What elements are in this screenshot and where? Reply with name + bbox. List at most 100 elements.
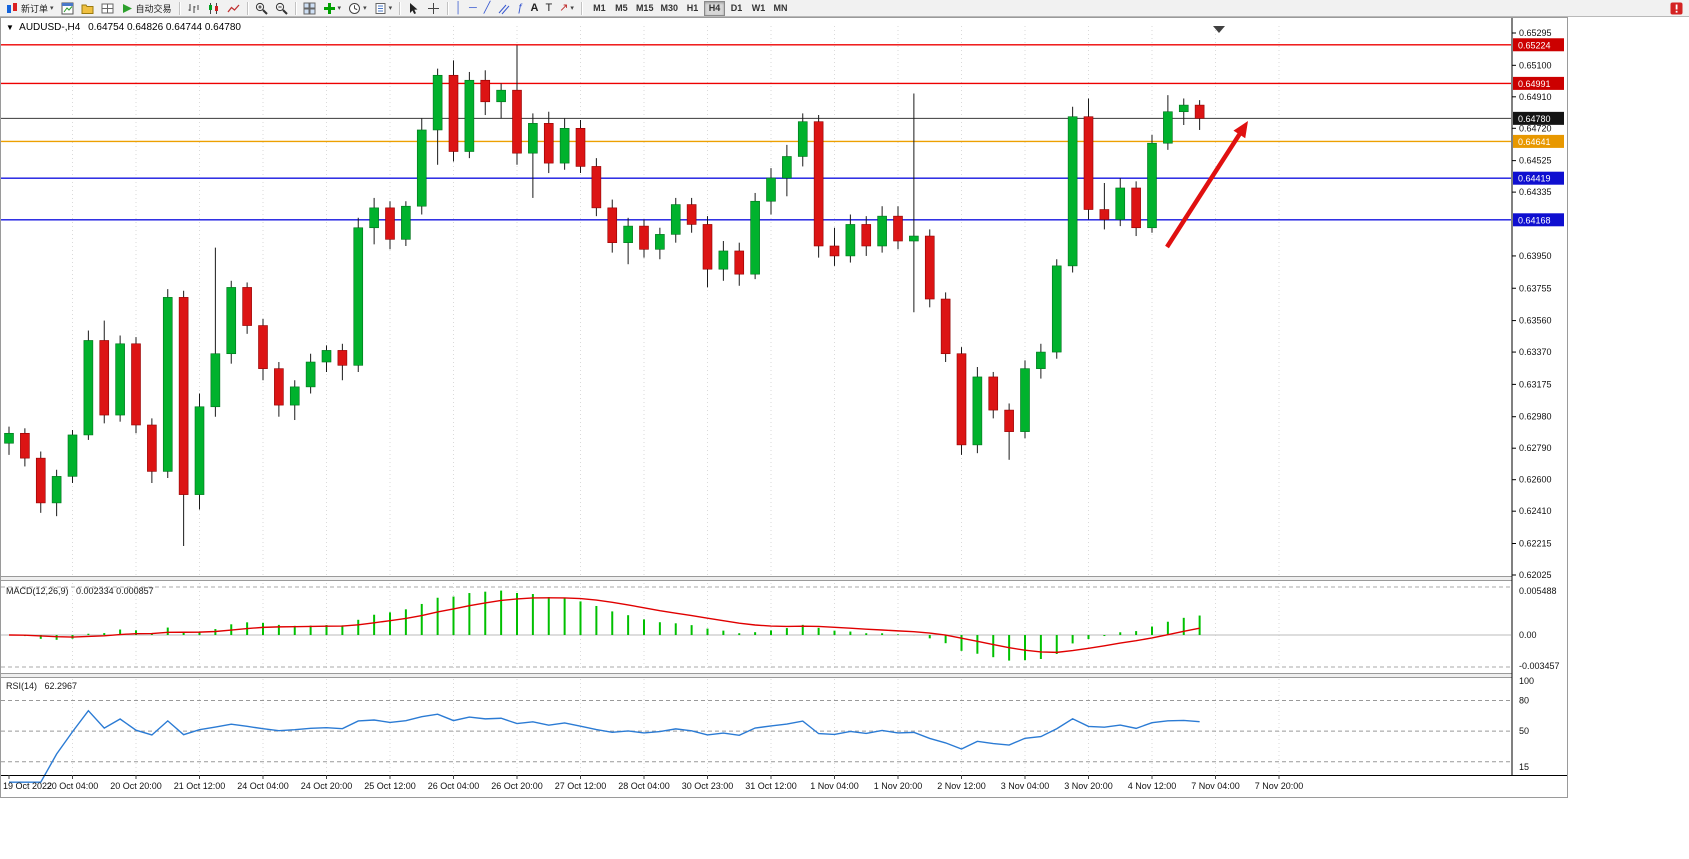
candle-body <box>1036 351 1046 369</box>
rsi-value: 62.2967 <box>44 681 78 691</box>
line-chart-icon <box>227 2 240 15</box>
candle-body <box>274 368 284 406</box>
time-axis-label: 3 Nov 04:00 <box>1001 781 1050 791</box>
timeframe-h1-button[interactable]: H1 <box>682 1 703 16</box>
price-tag-0.65224 <box>1513 38 1564 52</box>
timeframe-w1-button[interactable]: W1 <box>748 1 769 16</box>
indicators-button[interactable]: ▾ <box>320 1 345 16</box>
crosshair-button[interactable] <box>424 1 443 16</box>
macd-signal-line <box>8 597 1200 654</box>
rsi-axis-label: 100 <box>1519 676 1534 686</box>
channel-button[interactable] <box>494 1 513 16</box>
price-tag-0.64168 <box>1513 213 1564 227</box>
chart-header: ▼ AUDUSD-,H4 0.64754 0.64826 0.64744 0.6… <box>6 22 241 33</box>
line-chart-button[interactable] <box>224 1 243 16</box>
text-label-button[interactable]: T <box>542 1 555 16</box>
arrows-button[interactable]: ↗ ▾ <box>556 1 577 16</box>
candle-body <box>178 297 189 495</box>
timeframe-m1-button[interactable]: M1 <box>589 1 610 16</box>
price-tick-label: 0.62025 <box>1519 570 1552 580</box>
vertical-line-button[interactable]: │ <box>452 1 465 16</box>
one-click-trading-toggle[interactable]: ▼ <box>6 23 14 32</box>
bar-chart-button[interactable] <box>184 1 203 16</box>
trend-arrow[interactable] <box>1165 128 1245 249</box>
trendline-button[interactable]: ╱ <box>481 1 494 16</box>
time-axis-label: 24 Oct 20:00 <box>301 781 353 791</box>
caret-down-icon: ▾ <box>50 5 54 12</box>
caret-down-icon: ▾ <box>337 5 342 12</box>
price-tag-label: 0.64168 <box>1518 215 1551 225</box>
candle-body <box>416 129 427 207</box>
candle-body <box>1083 116 1094 210</box>
candle-body <box>115 343 125 416</box>
fibonacci-button[interactable]: ƒ <box>514 1 526 16</box>
candle-body <box>909 235 919 242</box>
candle-body <box>639 225 649 250</box>
chart-canvas[interactable]: 0.65295 0.65100 0.64910 0.64720 0.64525 0.643… <box>1 18 1567 797</box>
zoom-out-button[interactable] <box>272 1 291 16</box>
panel-separator[interactable] <box>1 576 1567 581</box>
candle-body <box>972 376 983 446</box>
candle-body <box>162 297 173 472</box>
candle-body <box>1020 368 1030 432</box>
price-tag-0.64641 <box>1513 134 1564 148</box>
symbol-period-label: AUDUSD-,H4 <box>19 22 81 33</box>
caret-down-icon: ▾ <box>570 5 574 12</box>
candle-body <box>924 235 935 300</box>
candle-body <box>35 457 46 504</box>
timeframe-m15-button[interactable]: M15 <box>633 1 657 16</box>
candle-body <box>83 340 94 436</box>
candle-body <box>861 224 872 247</box>
time-axis-label: 28 Oct 04:00 <box>618 781 670 791</box>
crosshair-icon <box>427 2 440 15</box>
notifications-button[interactable] <box>1667 1 1686 16</box>
data-window-button[interactable] <box>98 1 117 16</box>
chart-window-button[interactable] <box>58 1 77 16</box>
template-icon <box>374 2 387 15</box>
candle-body <box>829 245 840 257</box>
clock-icon <box>348 2 361 15</box>
autotrading-button[interactable]: 自动交易 <box>118 1 175 16</box>
profiles-button[interactable] <box>78 1 97 16</box>
candle-body <box>51 476 62 504</box>
panel-separator[interactable] <box>1 673 1567 678</box>
templates-button[interactable]: ▾ <box>371 1 396 16</box>
horizontal-line-button[interactable]: ─ <box>466 1 480 16</box>
trend-arrow-head <box>1233 121 1248 139</box>
candle-body <box>480 79 491 103</box>
price-tag-label: 0.64991 <box>1518 79 1551 89</box>
timeframe-m5-button[interactable]: M5 <box>611 1 632 16</box>
periods-button[interactable]: ▾ <box>345 1 370 16</box>
candle-body <box>131 343 141 426</box>
candle-body <box>956 353 967 446</box>
new-order-button[interactable]: 新订单 ▾ <box>3 1 57 16</box>
grid-icon <box>101 2 114 15</box>
candle-body <box>258 325 268 369</box>
zoom-in-button[interactable] <box>252 1 271 16</box>
candlestick-chart-button[interactable] <box>204 1 223 16</box>
price-tick-label: 0.63370 <box>1519 347 1552 357</box>
text-button[interactable]: A <box>528 1 542 16</box>
price-tick-label: 0.63755 <box>1519 283 1552 293</box>
zoom-in-icon <box>255 2 268 15</box>
candle-body <box>623 225 633 243</box>
candle-body <box>496 89 506 103</box>
candle-body <box>845 224 856 257</box>
timeframe-h4-button[interactable]: H4 <box>703 0 725 16</box>
folder-icon <box>81 2 94 15</box>
time-axis-label: 20 Oct 04:00 <box>47 781 99 791</box>
timeframe-d1-button[interactable]: D1 <box>726 1 747 16</box>
cursor-button[interactable] <box>404 1 423 16</box>
rsi-label-row: RSI(14) 62.2967 <box>6 681 77 691</box>
time-axis-label: 7 Nov 04:00 <box>1191 781 1240 791</box>
toolbar-separator <box>399 1 401 15</box>
tile-windows-button[interactable] <box>300 1 319 16</box>
rsi-label: RSI(14) <box>6 681 38 691</box>
timeframe-mn-button[interactable]: MN <box>770 1 791 16</box>
candle-body <box>813 121 824 247</box>
rsi-line <box>9 709 1200 783</box>
candle-body <box>1178 104 1189 113</box>
chart-shift-marker[interactable] <box>1213 26 1225 33</box>
candle-body <box>337 350 348 366</box>
timeframe-m30-button[interactable]: M30 <box>657 1 681 16</box>
